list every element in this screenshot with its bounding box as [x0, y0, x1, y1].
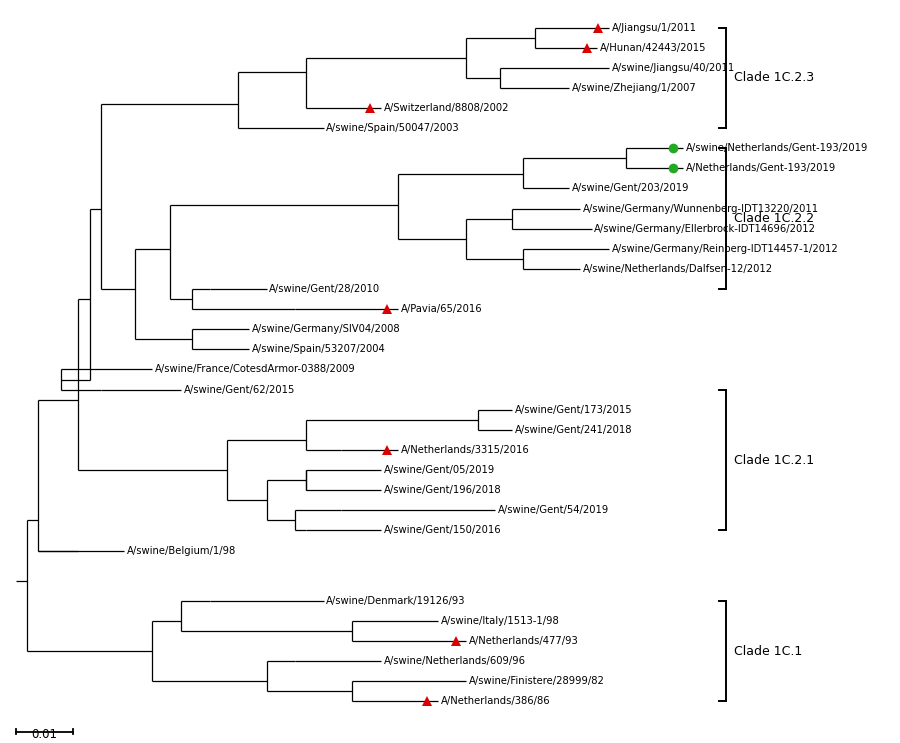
Text: A/swine/France/CotesdArmor-0388/2009: A/swine/France/CotesdArmor-0388/2009 [156, 365, 356, 374]
Text: Clade 1C.2.1: Clade 1C.2.1 [734, 453, 814, 467]
Text: A/swine/Germany/Reinberg-IDT14457-1/2012: A/swine/Germany/Reinberg-IDT14457-1/2012 [611, 244, 838, 254]
Text: Clade 1C.2.3: Clade 1C.2.3 [734, 71, 814, 84]
Text: A/Netherlands/477/93: A/Netherlands/477/93 [469, 636, 579, 646]
Text: A/swine/Denmark/19126/93: A/swine/Denmark/19126/93 [327, 596, 466, 606]
Text: Clade 1C.2.2: Clade 1C.2.2 [734, 212, 814, 225]
Text: A/swine/Gent/28/2010: A/swine/Gent/28/2010 [269, 284, 381, 294]
Text: 0.01: 0.01 [32, 727, 58, 741]
Text: A/swine/Jiangsu/40/2011: A/swine/Jiangsu/40/2011 [611, 62, 734, 73]
Text: A/Jiangsu/1/2011: A/Jiangsu/1/2011 [611, 22, 697, 33]
Text: A/Hunan/42443/2015: A/Hunan/42443/2015 [600, 42, 706, 53]
Text: A/swine/Germany/Ellerbrock-IDT14696/2012: A/swine/Germany/Ellerbrock-IDT14696/2012 [594, 224, 816, 234]
Text: A/swine/Germany/Wunnenberg-IDT13220/2011: A/swine/Germany/Wunnenberg-IDT13220/2011 [583, 204, 819, 213]
Text: A/swine/Gent/173/2015: A/swine/Gent/173/2015 [515, 405, 632, 415]
Text: A/swine/Gent/62/2015: A/swine/Gent/62/2015 [184, 385, 295, 395]
Text: A/swine/Netherlands/609/96: A/swine/Netherlands/609/96 [383, 656, 526, 666]
Text: A/swine/Italy/1513-1/98: A/swine/Italy/1513-1/98 [440, 616, 559, 626]
Text: A/Switzerland/8808/2002: A/Switzerland/8808/2002 [383, 103, 508, 113]
Text: A/swine/Gent/150/2016: A/swine/Gent/150/2016 [383, 525, 501, 536]
Text: A/Pavia/65/2016: A/Pavia/65/2016 [400, 304, 482, 314]
Text: A/swine/Gent/54/2019: A/swine/Gent/54/2019 [498, 505, 608, 516]
Text: A/swine/Gent/241/2018: A/swine/Gent/241/2018 [515, 425, 632, 435]
Text: A/swine/Zhejiang/1/2007: A/swine/Zhejiang/1/2007 [572, 83, 697, 93]
Text: Clade 1C.1: Clade 1C.1 [734, 645, 803, 658]
Text: A/swine/Gent/196/2018: A/swine/Gent/196/2018 [383, 485, 501, 495]
Text: A/swine/Spain/53207/2004: A/swine/Spain/53207/2004 [252, 344, 386, 354]
Text: A/swine/Gent/203/2019: A/swine/Gent/203/2019 [572, 184, 689, 193]
Text: A/swine/Finistere/28999/82: A/swine/Finistere/28999/82 [469, 676, 605, 687]
Text: A/Netherlands/386/86: A/Netherlands/386/86 [440, 696, 550, 707]
Text: A/swine/Netherlands/Gent-193/2019: A/swine/Netherlands/Gent-193/2019 [686, 143, 868, 153]
Text: A/Netherlands/Gent-193/2019: A/Netherlands/Gent-193/2019 [686, 163, 836, 173]
Text: A/swine/Belgium/1/98: A/swine/Belgium/1/98 [127, 545, 236, 556]
Text: A/swine/Gent/05/2019: A/swine/Gent/05/2019 [383, 465, 495, 475]
Text: A/swine/Netherlands/Dalfsen-12/2012: A/swine/Netherlands/Dalfsen-12/2012 [583, 264, 773, 274]
Text: A/swine/Germany/SIV04/2008: A/swine/Germany/SIV04/2008 [252, 324, 400, 334]
Text: A/Netherlands/3315/2016: A/Netherlands/3315/2016 [400, 445, 529, 455]
Text: A/swine/Spain/50047/2003: A/swine/Spain/50047/2003 [327, 123, 460, 133]
